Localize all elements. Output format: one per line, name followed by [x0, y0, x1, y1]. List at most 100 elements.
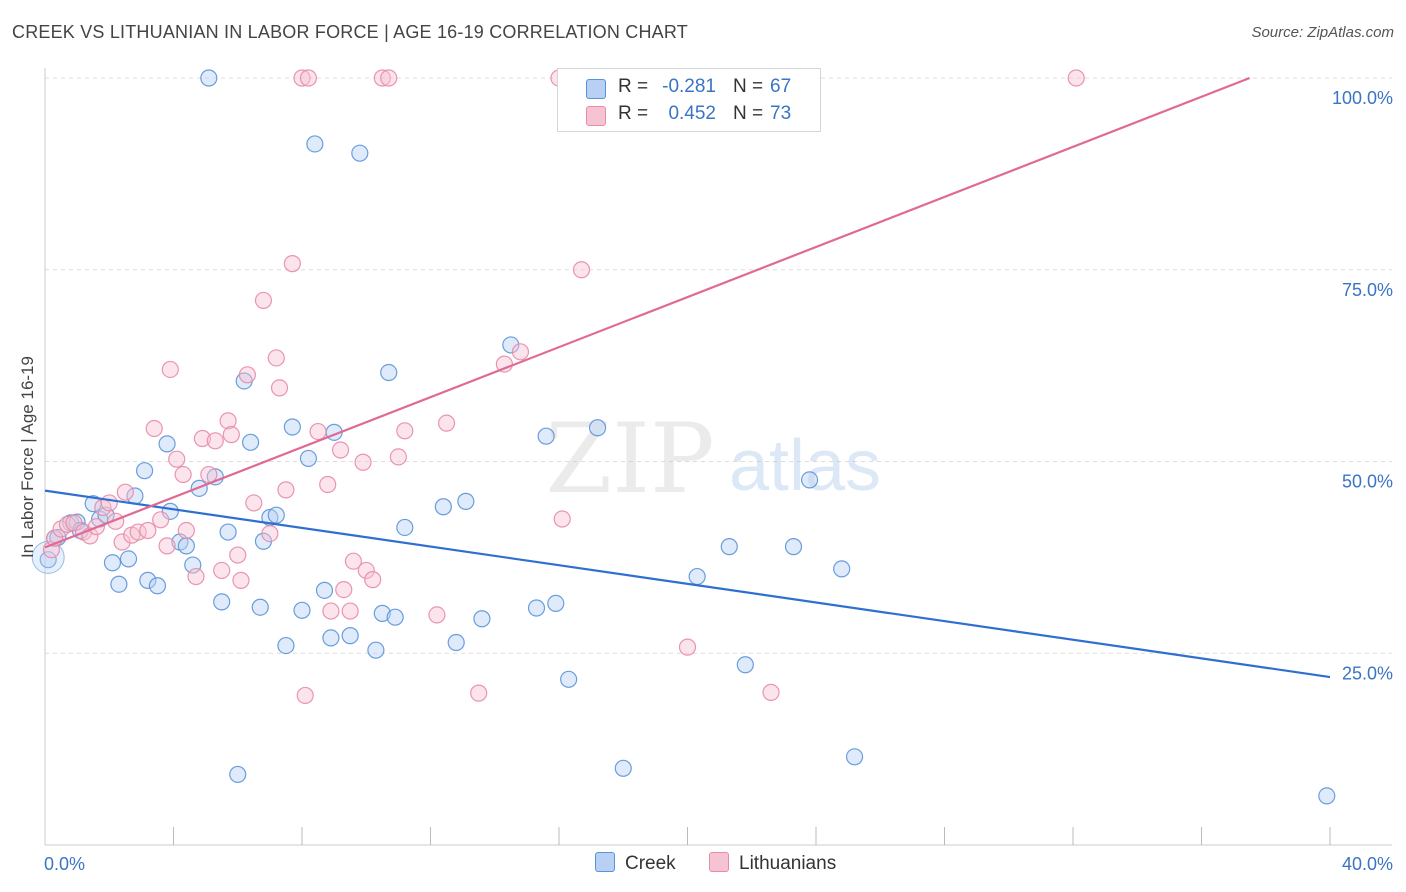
trend-lines	[44, 76, 1331, 679]
creek-point	[293, 601, 311, 619]
creek-point	[473, 610, 491, 628]
lithuanian-point	[322, 602, 340, 620]
creek-point	[527, 599, 546, 617]
creek-point	[135, 462, 154, 480]
series-legend: Creek Lithuanians	[0, 852, 1406, 878]
creek-point	[560, 670, 578, 688]
lithuanian-point	[357, 561, 375, 580]
creek-point	[720, 538, 738, 556]
lithuanian-point	[245, 494, 263, 512]
creek-point	[267, 506, 285, 524]
creek-point	[373, 604, 391, 622]
creek-point	[845, 748, 864, 766]
creek-point	[537, 427, 555, 445]
lithuanian-point	[344, 552, 362, 570]
lithuanian-point	[373, 69, 391, 87]
lithuanian-point	[238, 366, 256, 384]
lithuanian-point	[293, 69, 311, 87]
watermark-atlas: atlas	[729, 426, 881, 506]
lithuanian-legend-swatch	[709, 852, 729, 872]
creek-point	[341, 627, 359, 645]
creek-point	[547, 594, 565, 612]
y-tick-label: 75.0%	[1342, 280, 1393, 300]
creek-point	[277, 636, 295, 655]
creek-point	[322, 629, 340, 647]
lithuanian-point	[277, 481, 295, 499]
lithuanian-point	[145, 419, 163, 438]
creek-point	[119, 550, 138, 568]
creek-point	[833, 560, 851, 578]
lithuanian-point	[389, 448, 407, 466]
grid-lines	[45, 77, 1392, 654]
lithuanian-point	[187, 567, 205, 586]
lithuanian-point	[380, 69, 398, 87]
lithuanian-point	[309, 422, 327, 441]
lithuanian-point	[437, 414, 456, 432]
creek-r-value: -0.281	[662, 76, 716, 97]
lithuanian-n-value: 73	[770, 103, 792, 124]
lithuanian-point	[213, 561, 231, 580]
creek-point	[386, 608, 404, 626]
legend-item-creek: Creek	[595, 852, 676, 875]
lithuanian-point	[222, 426, 240, 444]
lithuanian-point	[1067, 69, 1085, 87]
axis-labels: 25.0% 50.0% 75.0% 100.0% 0.0% 40.0% In Labor F…	[18, 88, 1393, 874]
lithuanian-point	[219, 412, 237, 430]
creek-point	[736, 656, 754, 674]
lithuanian-swatch	[586, 106, 606, 126]
creek-point	[110, 575, 128, 593]
creek-point	[306, 135, 324, 153]
lithuanian-point	[232, 571, 250, 589]
creek-point	[251, 598, 269, 616]
n-label: N =	[733, 103, 764, 124]
lithuanian-points	[42, 69, 1085, 705]
y-tick-label: 25.0%	[1342, 663, 1393, 683]
lithuanian-point	[470, 684, 488, 702]
lithuanian-point	[116, 483, 134, 501]
axes	[44, 68, 1392, 846]
creek-point	[800, 471, 819, 489]
creek-point	[447, 633, 465, 652]
lithuanian-point	[139, 521, 157, 540]
lithuanian-point	[335, 580, 353, 599]
creek-point	[351, 144, 369, 162]
lithuanian-point	[206, 432, 224, 450]
lithuanian-point	[364, 571, 382, 589]
lithuanian-point	[495, 355, 513, 373]
creek-point	[396, 518, 414, 537]
lithuanian-r-value: 0.452	[668, 103, 716, 124]
lithuanian-point	[254, 291, 273, 310]
lithuanian-point	[193, 429, 212, 448]
lithuanian-point	[174, 465, 192, 484]
creek-point	[315, 581, 334, 599]
lithuanian-point	[341, 602, 359, 620]
creek-trend-line	[44, 489, 1331, 679]
creek-point	[367, 641, 385, 659]
lithuanian-point	[113, 533, 131, 551]
lithuanian-point	[267, 349, 285, 367]
chart-title: CREEK VS LITHUANIAN IN LABOR FORCE | AGE…	[12, 22, 688, 42]
creek-legend-swatch	[595, 852, 615, 872]
creek-point	[103, 554, 122, 572]
creek-point	[283, 418, 301, 436]
lithuanian-point	[283, 255, 301, 273]
legend-item-lithuanians: Lithuanians	[709, 852, 836, 875]
creek-point	[213, 593, 231, 611]
lithuanian-point	[762, 683, 780, 701]
lithuanian-point	[58, 515, 77, 533]
x-tick-label-max: 40.0%	[1342, 854, 1393, 874]
y-tick-label: 100.0%	[1332, 88, 1393, 108]
lithuanian-point	[319, 475, 337, 494]
lithuanian-point	[553, 510, 571, 528]
creek-point	[299, 449, 318, 468]
legend-row-creek: R = -0.281 N = 67	[558, 73, 820, 101]
creek-point	[457, 492, 475, 510]
lithuanian-point	[177, 521, 195, 540]
legend-row-lithuanians: R = 0.452 N = 73	[558, 100, 820, 128]
correlation-legend: R = -0.281 N = 67 R = 0.452 N = 73	[557, 68, 821, 132]
creek-point	[502, 336, 520, 354]
lithuanian-point	[229, 546, 247, 564]
r-label: R =	[618, 76, 649, 97]
lithuanian-point	[161, 360, 179, 379]
